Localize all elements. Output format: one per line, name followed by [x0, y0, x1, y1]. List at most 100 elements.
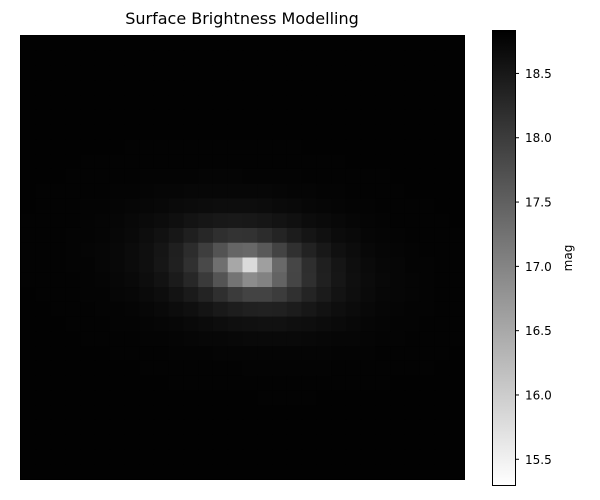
heatmap-cell: [94, 405, 111, 421]
heatmap-cell: [419, 331, 436, 347]
heatmap-cell: [404, 331, 421, 347]
heatmap-cell: [286, 405, 303, 421]
heatmap-cell: [257, 434, 273, 451]
heatmap-cell: [390, 434, 406, 451]
heatmap-cell: [434, 80, 450, 96]
heatmap-cell: [139, 390, 155, 406]
heatmap-cell: [345, 50, 362, 67]
heatmap-cell: [168, 36, 185, 52]
heatmap-cell: [316, 198, 332, 214]
heatmap-cell: [168, 80, 185, 96]
heatmap-cell: [301, 50, 317, 67]
heatmap-cell: [109, 257, 125, 273]
heatmap-cell: [21, 139, 37, 155]
heatmap-cell: [65, 109, 81, 126]
heatmap-cell: [21, 464, 37, 480]
heatmap-cell: [375, 50, 391, 67]
heatmap-cell: [168, 213, 185, 229]
heatmap-cell: [434, 242, 450, 259]
heatmap-cell: [183, 139, 199, 155]
heatmap-cell: [360, 257, 376, 273]
heatmap-cell: [360, 331, 376, 347]
heatmap-cell: [242, 213, 258, 229]
heatmap-cell: [227, 124, 244, 140]
heatmap-cell: [80, 198, 96, 214]
heatmap-cell: [272, 50, 288, 67]
heatmap-cell: [153, 331, 170, 347]
colorbar-tick-label: 15.5: [525, 453, 552, 467]
heatmap-cell: [94, 198, 111, 214]
heatmap-cell: [139, 139, 155, 155]
heatmap-cell: [419, 154, 436, 170]
heatmap-cell: [227, 183, 244, 200]
heatmap-cell: [301, 375, 317, 391]
heatmap-cell: [80, 331, 96, 347]
heatmap-cell: [345, 242, 362, 259]
heatmap-cell: [94, 213, 111, 229]
heatmap-cell: [345, 449, 362, 465]
heatmap-cell: [139, 464, 155, 480]
heatmap-cell: [153, 124, 170, 140]
heatmap-cell: [286, 434, 303, 451]
heatmap-cell: [212, 375, 229, 391]
heatmap-cell: [375, 242, 391, 259]
heatmap-cell: [50, 390, 66, 406]
heatmap-cell: [390, 168, 406, 185]
heatmap-cell: [212, 36, 229, 52]
heatmap-cell: [434, 419, 450, 436]
heatmap-cell: [434, 213, 450, 229]
heatmap-cell: [257, 287, 273, 303]
heatmap-cell: [434, 464, 450, 480]
heatmap-cell: [124, 434, 140, 451]
heatmap-cell: [272, 139, 288, 155]
heatmap-cell: [109, 464, 125, 480]
heatmap-cell: [80, 316, 96, 332]
heatmap-cell: [257, 154, 273, 170]
heatmap-cell: [449, 346, 465, 362]
heatmap-cell: [35, 405, 52, 421]
heatmap-cell: [286, 213, 303, 229]
heatmap-cell: [242, 434, 258, 451]
heatmap-cell: [153, 301, 170, 318]
heatmap-cell: [94, 434, 111, 451]
heatmap-cell: [242, 390, 258, 406]
heatmap-cell: [198, 390, 214, 406]
heatmap-cell: [139, 301, 155, 318]
heatmap-cell: [94, 375, 111, 391]
heatmap-cell: [242, 154, 258, 170]
heatmap-cell: [375, 227, 391, 244]
heatmap-cell: [50, 272, 66, 288]
heatmap-cell: [139, 405, 155, 421]
heatmap-cell: [257, 449, 273, 465]
heatmap-cell: [35, 301, 52, 318]
heatmap-cell: [124, 464, 140, 480]
heatmap-cell: [434, 405, 450, 421]
heatmap-cell: [212, 449, 229, 465]
heatmap-cell: [257, 36, 273, 52]
heatmap-cell: [212, 95, 229, 111]
heatmap-cell: [331, 213, 347, 229]
heatmap-cell: [272, 213, 288, 229]
heatmap-cell: [331, 80, 347, 96]
heatmap-cell: [345, 227, 362, 244]
heatmap-cell: [331, 242, 347, 259]
heatmap-cell: [198, 419, 214, 436]
heatmap-cell: [316, 65, 332, 81]
heatmap-cell: [257, 272, 273, 288]
heatmap-cell: [183, 346, 199, 362]
heatmap-cell: [360, 50, 376, 67]
heatmap-cell: [94, 464, 111, 480]
heatmap-cell: [272, 449, 288, 465]
heatmap-cell: [109, 139, 125, 155]
heatmap-cell: [21, 168, 37, 185]
heatmap-cell: [257, 375, 273, 391]
heatmap-cell: [331, 183, 347, 200]
heatmap-cell: [316, 419, 332, 436]
heatmap-cell: [183, 360, 199, 377]
heatmap-cell: [227, 301, 244, 318]
heatmap-cell: [94, 109, 111, 126]
heatmap-cell: [434, 139, 450, 155]
heatmap-cell: [390, 50, 406, 67]
heatmap-cell: [94, 449, 111, 465]
heatmap-cell: [35, 375, 52, 391]
